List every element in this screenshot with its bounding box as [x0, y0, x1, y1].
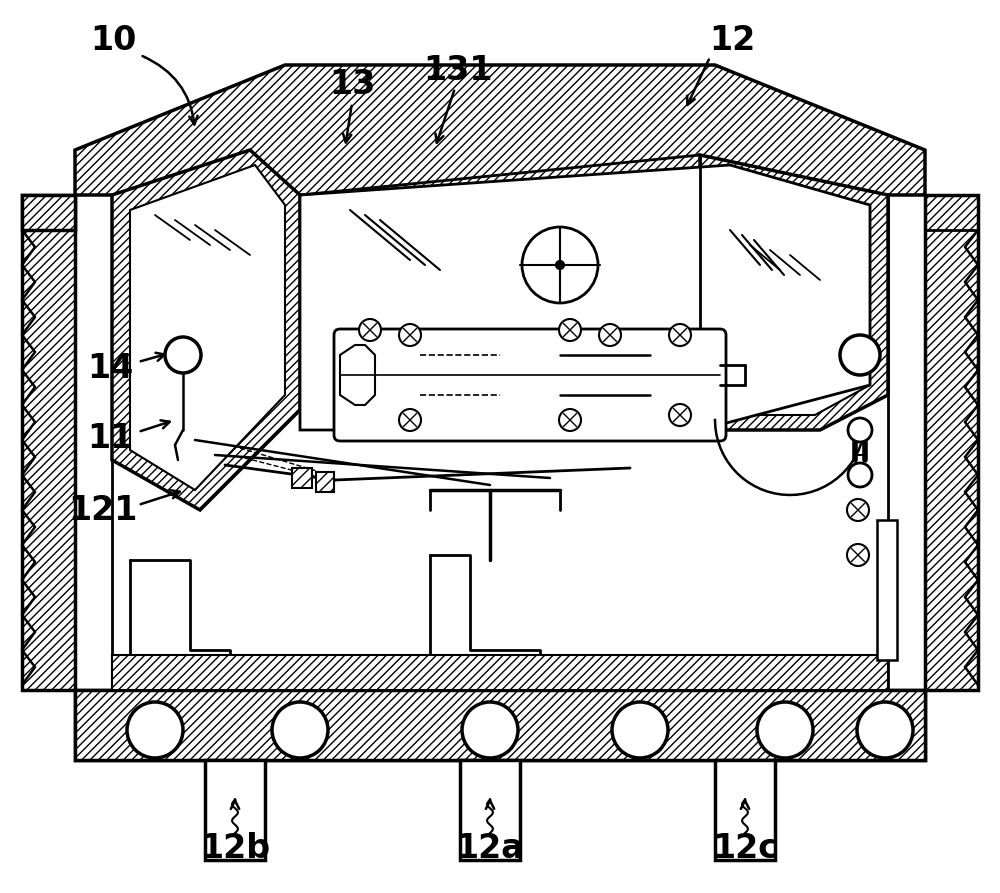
FancyArrowPatch shape [741, 800, 749, 809]
FancyArrowPatch shape [231, 800, 239, 809]
Circle shape [359, 319, 381, 341]
Polygon shape [292, 468, 312, 488]
Text: 12b: 12b [200, 831, 270, 864]
Circle shape [462, 702, 518, 758]
Circle shape [599, 324, 621, 346]
Polygon shape [112, 150, 300, 510]
FancyBboxPatch shape [334, 329, 726, 441]
FancyArrowPatch shape [343, 105, 352, 143]
Circle shape [559, 409, 581, 431]
Polygon shape [705, 170, 870, 415]
Circle shape [669, 404, 691, 426]
Polygon shape [925, 195, 978, 690]
FancyArrowPatch shape [141, 353, 165, 362]
Polygon shape [75, 690, 925, 760]
Text: 10: 10 [90, 23, 136, 56]
Circle shape [840, 335, 880, 375]
FancyArrowPatch shape [141, 421, 170, 431]
FancyArrowPatch shape [141, 490, 180, 505]
Polygon shape [112, 655, 888, 690]
Text: 12c: 12c [712, 831, 778, 864]
Circle shape [847, 499, 869, 521]
Text: 12a: 12a [456, 831, 524, 864]
Circle shape [399, 324, 421, 346]
Circle shape [848, 418, 872, 442]
Text: 131: 131 [423, 54, 493, 87]
Text: 121: 121 [68, 494, 138, 527]
Text: 13: 13 [329, 69, 375, 102]
Circle shape [857, 702, 913, 758]
Circle shape [612, 702, 668, 758]
Polygon shape [460, 760, 520, 860]
Circle shape [522, 227, 598, 303]
FancyArrowPatch shape [486, 800, 494, 809]
FancyArrowPatch shape [687, 60, 709, 105]
Polygon shape [130, 165, 285, 490]
Circle shape [848, 463, 872, 487]
Polygon shape [715, 760, 775, 860]
Circle shape [757, 702, 813, 758]
Polygon shape [700, 155, 888, 430]
Circle shape [559, 319, 581, 341]
FancyArrowPatch shape [143, 56, 198, 124]
Circle shape [127, 702, 183, 758]
Circle shape [399, 409, 421, 431]
Circle shape [165, 337, 201, 373]
Text: 11: 11 [87, 421, 133, 455]
Polygon shape [205, 760, 265, 860]
Text: 12: 12 [709, 23, 755, 56]
Circle shape [669, 324, 691, 346]
Polygon shape [316, 472, 334, 492]
Circle shape [556, 261, 564, 269]
Polygon shape [22, 195, 75, 690]
Polygon shape [22, 195, 75, 230]
Polygon shape [75, 690, 925, 760]
Circle shape [847, 544, 869, 566]
FancyArrowPatch shape [435, 90, 454, 143]
Polygon shape [877, 520, 897, 660]
Polygon shape [300, 165, 870, 430]
Polygon shape [75, 65, 925, 195]
Circle shape [272, 702, 328, 758]
Text: 14: 14 [87, 352, 133, 385]
